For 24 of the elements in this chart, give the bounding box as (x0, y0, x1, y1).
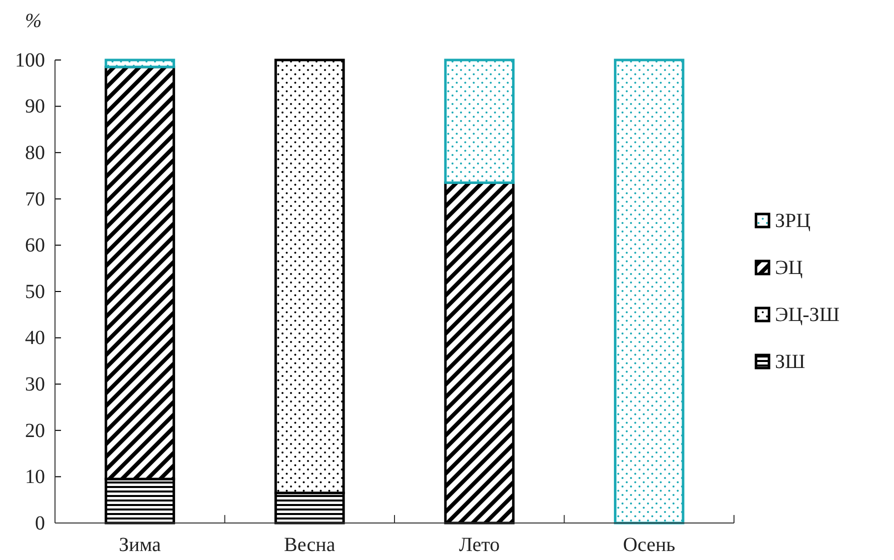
legend-label: ЗРЦ (775, 210, 811, 232)
x-tick-label: Зима (118, 534, 162, 556)
legend-label: ЗШ (775, 351, 806, 373)
x-tick-label: Лето (458, 534, 500, 556)
y-axis-title: % (25, 10, 42, 32)
y-tick-label: 50 (25, 280, 45, 303)
y-tick-label: 70 (25, 188, 45, 210)
x-tick-label: Осень (622, 534, 676, 556)
bar (444, 181, 515, 524)
y-tick-label: 0 (35, 512, 45, 534)
legend-label: ЭЦ (775, 257, 803, 279)
bar (444, 58, 515, 184)
y-tick-label: 60 (25, 234, 45, 257)
bar (614, 58, 684, 524)
y-tick-label: 40 (25, 327, 45, 350)
legend-label: ЭЦ-ЗШ (775, 304, 840, 326)
y-tick-label: 10 (25, 466, 45, 488)
y-tick-label: 30 (25, 374, 45, 396)
y-tick-label: 90 (25, 96, 45, 118)
bar (104, 58, 176, 68)
x-tick-label: Весна (284, 534, 336, 556)
y-tick-label: 20 (25, 420, 45, 442)
y-tick-label: 100 (15, 49, 45, 72)
y-tick-label: 80 (25, 142, 45, 164)
